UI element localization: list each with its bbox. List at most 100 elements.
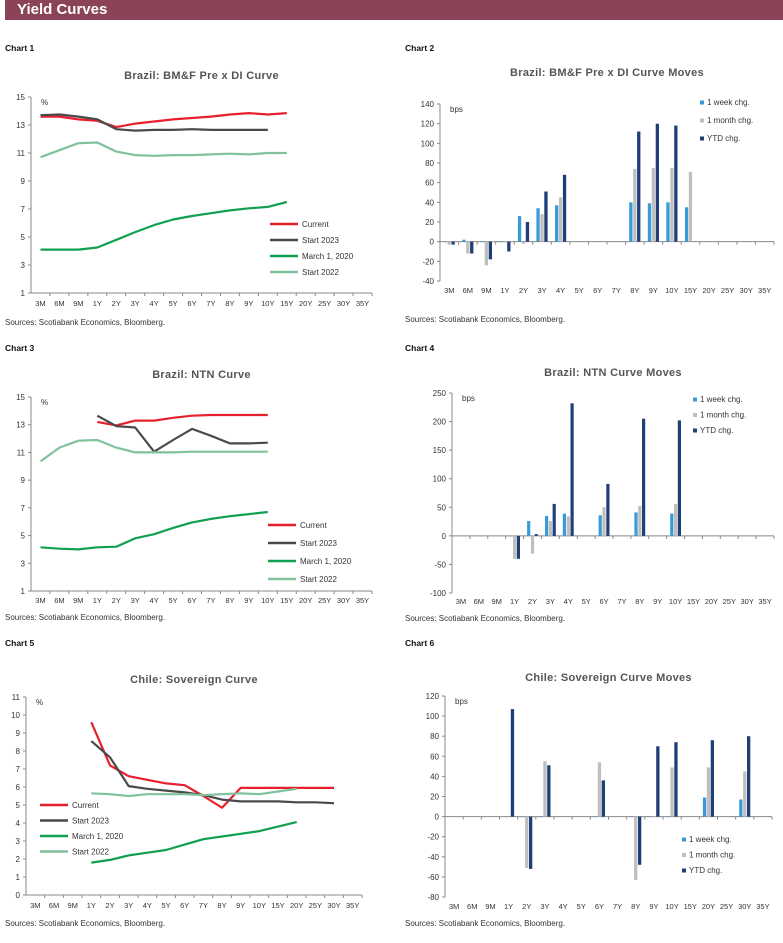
y-tick-label: 200: [433, 418, 447, 427]
bar-ytd: [488, 241, 492, 260]
x-tick-label: 6M: [463, 286, 473, 295]
x-tick-label: 9Y: [244, 596, 253, 605]
x-tick-label: 7Y: [199, 901, 208, 910]
y-unit-label: %: [36, 698, 43, 707]
bar-week: [739, 799, 743, 817]
x-tick-label: 15Y: [280, 299, 293, 308]
x-tick-label: 6Y: [187, 299, 196, 308]
x-tick-label: 9M: [481, 286, 491, 295]
y-tick-label: -100: [430, 589, 447, 598]
y-tick-label: 150: [433, 446, 447, 455]
series-line-current: [90, 721, 334, 809]
x-tick-label: 9Y: [653, 597, 662, 606]
x-tick-label: 4Y: [558, 902, 567, 911]
y-tick-label: 9: [21, 476, 26, 485]
bar-week: [562, 513, 566, 536]
y-tick-label: 120: [426, 692, 440, 701]
y-unit-label: bps: [462, 394, 475, 403]
bar-ytd: [470, 241, 474, 254]
bar-week: [517, 216, 522, 242]
x-tick-label: 9M: [492, 597, 502, 606]
y-tick-label: 2: [16, 855, 21, 864]
x-tick-label: 7Y: [617, 597, 626, 606]
x-tick-label: 30Y: [327, 901, 340, 910]
bar-week: [670, 513, 674, 536]
y-tick-label: 20: [425, 218, 434, 227]
y-unit-label: %: [41, 98, 48, 107]
x-tick-label: 15Y: [280, 596, 293, 605]
section-header: Yield Curves: [5, 0, 783, 20]
x-tick-label: 6Y: [595, 902, 604, 911]
x-tick-label: 20Y: [290, 901, 303, 910]
y-tick-label: -80: [427, 893, 439, 902]
x-tick-label: 20Y: [299, 596, 312, 605]
y-tick-label: 9: [16, 729, 21, 738]
y-tick-label: 5: [16, 801, 21, 810]
x-tick-label: 6M: [49, 901, 59, 910]
x-tick-label: 6Y: [593, 286, 602, 295]
x-tick-label: 3M: [30, 901, 40, 910]
bar-month: [633, 168, 637, 242]
y-tick-label: 3: [16, 837, 21, 846]
bar-month: [530, 535, 535, 554]
legend-label: Start 2023: [72, 817, 109, 826]
source-note: Sources: Scotiabank Economics, Bloomberg…: [5, 919, 165, 928]
y-tick-label: 6: [16, 783, 21, 792]
bar-week: [702, 797, 707, 817]
source-note: Sources: Scotiabank Economics, Bloomberg…: [405, 315, 565, 324]
y-tick-label: 11: [12, 693, 21, 702]
y-tick-label: 7: [21, 205, 26, 214]
x-tick-label: 3M: [449, 902, 459, 911]
legend-label: 1 month chg.: [707, 116, 753, 125]
series-line-start-2023: [40, 113, 268, 132]
bar-month: [652, 816, 656, 818]
x-tick-label: 7Y: [612, 286, 621, 295]
chart-4: Chart 4 Brazil: NTN Curve Moves bps -100 -50…: [405, 343, 775, 623]
y-tick-label: 1: [16, 873, 21, 882]
x-tick-label: 1Y: [93, 596, 102, 605]
bar-week: [539, 816, 543, 818]
y-tick-label: 60: [425, 179, 434, 188]
bar-ytd: [451, 241, 455, 245]
bar-ytd: [655, 123, 659, 242]
y-tick-label: -20: [422, 257, 434, 266]
chart-title: Brazil: NTN Curve Moves: [544, 367, 682, 379]
x-tick-label: 1Y: [504, 902, 513, 911]
bar-week: [593, 816, 598, 818]
legend-label: Start 2022: [72, 848, 109, 857]
x-tick-label: 9M: [73, 596, 83, 605]
y-tick-label: 11: [17, 448, 26, 457]
y-tick-label: 140: [421, 100, 435, 109]
bar-ytd: [747, 736, 751, 817]
x-tick-label: 30Y: [337, 299, 350, 308]
y-tick-label: -60: [427, 873, 439, 882]
bar-ytd: [710, 740, 714, 817]
bar-month: [503, 241, 507, 243]
chart-label: Chart 1: [5, 43, 35, 53]
y-tick-label: -20: [427, 833, 439, 842]
y-tick-label: -40: [422, 277, 434, 286]
x-tick-label: 30Y: [740, 597, 753, 606]
chart-label: Chart 5: [5, 638, 35, 648]
bar-ytd: [529, 816, 533, 869]
y-tick-label: 1: [21, 289, 26, 298]
x-tick-label: 3M: [35, 596, 45, 605]
x-tick-label: 8Y: [631, 902, 640, 911]
bar-month: [743, 771, 747, 817]
x-tick-label: 6Y: [187, 596, 196, 605]
bar-ytd: [570, 403, 574, 536]
x-tick-label: 2Y: [105, 901, 114, 910]
x-tick-label: 4Y: [556, 286, 565, 295]
x-tick-label: 1Y: [510, 597, 519, 606]
bar-month: [634, 816, 638, 880]
y-tick-label: 60: [430, 752, 439, 761]
x-tick-label: 5Y: [575, 286, 584, 295]
bar-week: [648, 816, 652, 818]
x-tick-label: 35Y: [758, 597, 771, 606]
x-tick-label: 3Y: [124, 901, 133, 910]
bar-ytd: [547, 765, 551, 817]
x-tick-label: 4Y: [150, 299, 159, 308]
x-tick-label: 2Y: [112, 596, 121, 605]
bar-ytd: [525, 222, 530, 242]
x-tick-label: 8Y: [217, 901, 226, 910]
